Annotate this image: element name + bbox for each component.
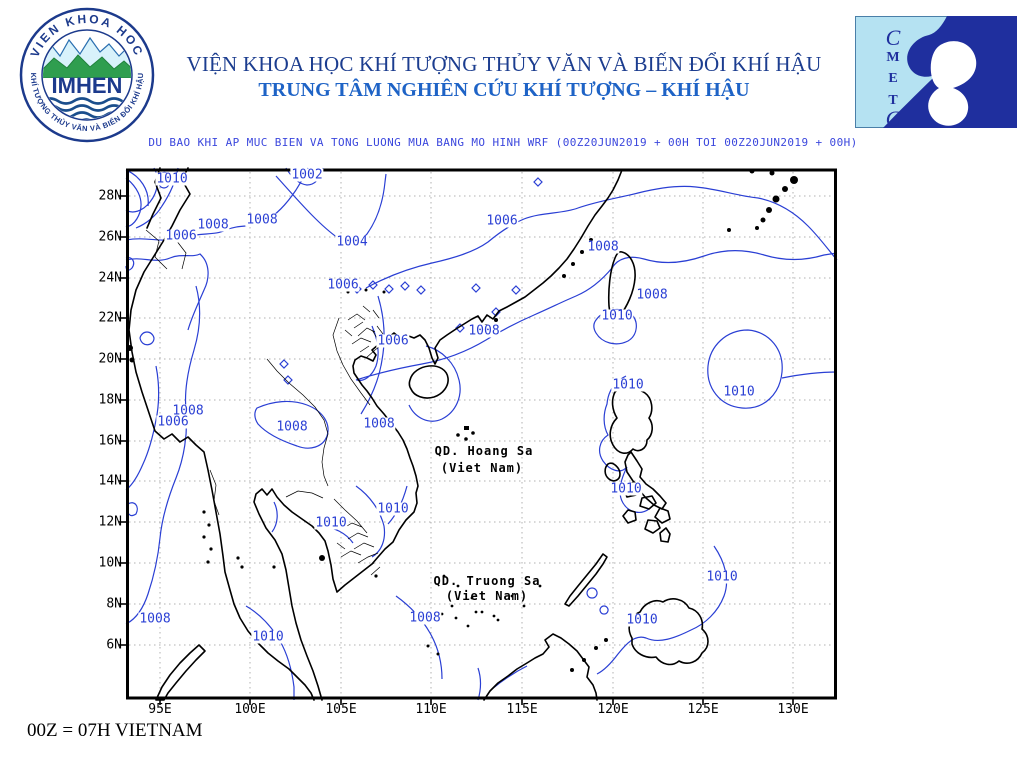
center-name: TRUNG TÂM NGHIÊN CỨU KHÍ TƯỢNG – KHÍ HẬU — [258, 79, 750, 101]
island-label: (Viet Nam) — [440, 461, 524, 475]
isobar-label: 1010 — [722, 384, 756, 400]
lon-tick-label: 110E — [415, 702, 447, 717]
isobar-label: 1008 — [245, 212, 279, 228]
cmetc-s-shape — [928, 41, 977, 126]
isobar-label: 1004 — [335, 234, 369, 250]
logo-artwork — [43, 36, 131, 119]
island-label: QD. Hoang Sa — [434, 444, 534, 458]
isobar-label: 1010 — [251, 629, 285, 645]
lat-tick-label: 28N — [98, 188, 122, 204]
province-borders — [145, 229, 384, 576]
isobar-label: 1008 — [467, 323, 501, 339]
institute-name: VIỆN KHOA HỌC KHÍ TƯỢNG THỦY VĂN VÀ BIẾN… — [186, 52, 822, 76]
lon-tick-label: 95E — [148, 702, 172, 717]
isobar-label: 1010 — [625, 612, 659, 628]
lat-tick-label: 12N — [98, 514, 122, 530]
isobar-label: 1008 — [635, 287, 669, 303]
isobar-label: 1010 — [609, 481, 643, 497]
map-canvas — [127, 170, 836, 698]
isobar-label: 1010 — [314, 515, 348, 531]
island-label: (Viet Nam) — [445, 589, 529, 603]
isobar-label: 1008 — [362, 416, 396, 432]
logo-text-band — [43, 78, 131, 95]
isobar-label: 1002 — [290, 167, 324, 183]
lat-tick-label: 10N — [98, 555, 122, 571]
lat-tick-label: 16N — [98, 433, 122, 449]
coastlines — [128, 167, 709, 701]
isobar-label: 1006 — [156, 414, 190, 430]
lat-tick-label: 26N — [98, 229, 122, 245]
isobar-label: 1008 — [586, 239, 620, 255]
imhen-logo: IMHEN VIEN KHOA HOC KHÍ TƯỢNG THỦY VĂN V… — [19, 7, 155, 143]
cmetc-letter: E — [888, 71, 898, 86]
lon-tick-label: 115E — [506, 702, 538, 717]
isobar-label: 1008 — [138, 611, 172, 627]
isobar-label: 1010 — [705, 569, 739, 585]
weather-map — [119, 167, 838, 705]
isobar-label: 1010 — [376, 501, 410, 517]
isobar-contours — [125, 167, 838, 701]
cmetc-letter: C — [885, 25, 901, 50]
imhen-acronym: IMHEN — [52, 73, 123, 98]
lat-tick-label: 14N — [98, 473, 122, 489]
isobar-label: 1008 — [171, 403, 205, 419]
isobar-label: 1010 — [155, 171, 189, 187]
isobar-label: 1010 — [611, 377, 645, 393]
lon-tick-label: 105E — [325, 702, 357, 717]
isobar-label: 1008 — [196, 217, 230, 233]
isobar-label: 1010 — [600, 308, 634, 324]
lon-tick-label: 100E — [234, 702, 266, 717]
isobar-label: 1006 — [326, 277, 360, 293]
lat-tick-label: 18N — [98, 392, 122, 408]
isobar-label: 1006 — [164, 228, 198, 244]
lat-tick-label: 6N — [106, 637, 122, 653]
isobar-label: 1008 — [408, 610, 442, 626]
cmetc-letter: M — [886, 50, 900, 65]
lat-tick-label: 22N — [98, 310, 122, 326]
isobar-label: 1006 — [485, 213, 519, 229]
map-frame — [126, 168, 837, 700]
lat-tick-label: 8N — [106, 596, 122, 612]
cmetc-letter: T — [888, 93, 898, 108]
lon-tick-label: 125E — [687, 702, 719, 717]
island-label: QD. Truong Sa — [433, 574, 541, 588]
isobar-label: 1008 — [275, 419, 309, 435]
lat-tick-label: 24N — [98, 270, 122, 286]
lon-tick-label: 130E — [777, 702, 809, 717]
map-title: DU BAO KHI AP MUC BIEN VA TONG LUONG MUA… — [148, 136, 858, 149]
isobar-label: 1006 — [376, 333, 410, 349]
timezone-note: 00Z = 07H VIETNAM — [27, 720, 203, 741]
lon-tick-label: 120E — [597, 702, 629, 717]
lat-tick-label: 20N — [98, 351, 122, 367]
cmetc-letter: C — [885, 106, 901, 131]
